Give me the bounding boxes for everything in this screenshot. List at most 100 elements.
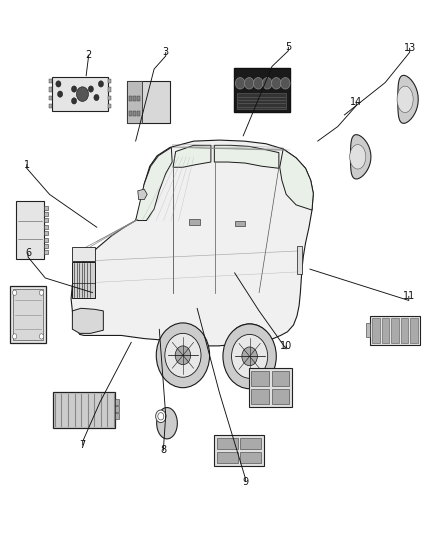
Text: 3: 3: [162, 47, 168, 58]
Bar: [216, 452, 237, 463]
Circle shape: [271, 77, 280, 89]
Bar: [133, 96, 136, 101]
Text: 13: 13: [403, 43, 415, 53]
Bar: [127, 81, 142, 123]
Ellipse shape: [156, 408, 177, 439]
Circle shape: [71, 86, 77, 92]
Bar: [49, 79, 52, 83]
Bar: [44, 244, 47, 248]
Circle shape: [56, 81, 61, 87]
Bar: [52, 77, 107, 111]
Text: 7: 7: [79, 440, 85, 450]
Bar: [390, 318, 398, 343]
Bar: [369, 316, 419, 345]
Text: 8: 8: [160, 446, 166, 455]
Polygon shape: [214, 146, 278, 168]
Circle shape: [244, 77, 253, 89]
Circle shape: [39, 290, 43, 295]
Circle shape: [71, 98, 77, 104]
Text: 14: 14: [350, 97, 362, 107]
Circle shape: [165, 333, 201, 377]
Bar: [133, 111, 136, 116]
Bar: [240, 452, 261, 463]
Circle shape: [12, 290, 17, 295]
Circle shape: [57, 91, 63, 97]
Circle shape: [76, 87, 88, 101]
Bar: [409, 318, 417, 343]
Circle shape: [39, 334, 43, 339]
Polygon shape: [138, 189, 147, 200]
Circle shape: [262, 77, 272, 89]
Polygon shape: [135, 148, 172, 221]
Bar: [44, 219, 47, 222]
Circle shape: [175, 346, 190, 365]
Bar: [72, 262, 95, 298]
Bar: [271, 389, 289, 404]
Circle shape: [155, 410, 166, 423]
Bar: [237, 93, 286, 109]
Text: 6: 6: [25, 248, 31, 259]
Bar: [371, 318, 379, 343]
Bar: [49, 96, 52, 100]
Bar: [53, 392, 115, 428]
Polygon shape: [350, 135, 370, 179]
Bar: [49, 87, 52, 92]
Bar: [214, 435, 263, 466]
Bar: [240, 438, 261, 449]
Circle shape: [80, 94, 85, 101]
Circle shape: [12, 334, 17, 339]
Circle shape: [88, 86, 93, 92]
Bar: [137, 96, 140, 101]
Bar: [400, 318, 408, 343]
Bar: [44, 212, 47, 216]
Bar: [44, 231, 47, 235]
Bar: [11, 286, 46, 343]
Bar: [251, 389, 268, 404]
Bar: [115, 399, 119, 405]
Bar: [72, 247, 95, 261]
Bar: [115, 413, 119, 419]
Text: 5: 5: [285, 42, 291, 52]
Polygon shape: [72, 308, 103, 333]
Text: 1: 1: [24, 160, 30, 169]
Text: 9: 9: [242, 477, 248, 487]
Bar: [128, 111, 131, 116]
Text: 10: 10: [279, 341, 292, 351]
Bar: [137, 111, 140, 116]
Text: 11: 11: [402, 291, 414, 301]
Circle shape: [223, 324, 276, 389]
Bar: [234, 221, 245, 226]
Bar: [216, 438, 237, 449]
Polygon shape: [173, 146, 210, 167]
Bar: [251, 371, 268, 386]
Circle shape: [280, 77, 290, 89]
Bar: [107, 96, 110, 100]
Bar: [127, 81, 170, 123]
Circle shape: [231, 334, 267, 378]
Bar: [107, 79, 110, 83]
Bar: [128, 96, 131, 101]
Bar: [107, 104, 110, 109]
Bar: [107, 87, 110, 92]
Circle shape: [98, 81, 103, 87]
Bar: [381, 318, 389, 343]
Polygon shape: [71, 140, 313, 346]
Bar: [271, 371, 289, 386]
Circle shape: [94, 94, 99, 101]
Circle shape: [156, 323, 209, 387]
Circle shape: [235, 77, 244, 89]
Bar: [16, 201, 44, 259]
Text: 2: 2: [85, 50, 91, 60]
Bar: [49, 104, 52, 109]
Polygon shape: [397, 75, 417, 123]
Bar: [44, 238, 47, 241]
Polygon shape: [279, 149, 313, 210]
Circle shape: [253, 77, 262, 89]
Bar: [296, 246, 301, 274]
Circle shape: [157, 413, 163, 420]
Bar: [248, 368, 291, 407]
Bar: [189, 220, 200, 225]
Ellipse shape: [349, 144, 365, 169]
Circle shape: [241, 347, 257, 366]
Bar: [44, 206, 47, 209]
